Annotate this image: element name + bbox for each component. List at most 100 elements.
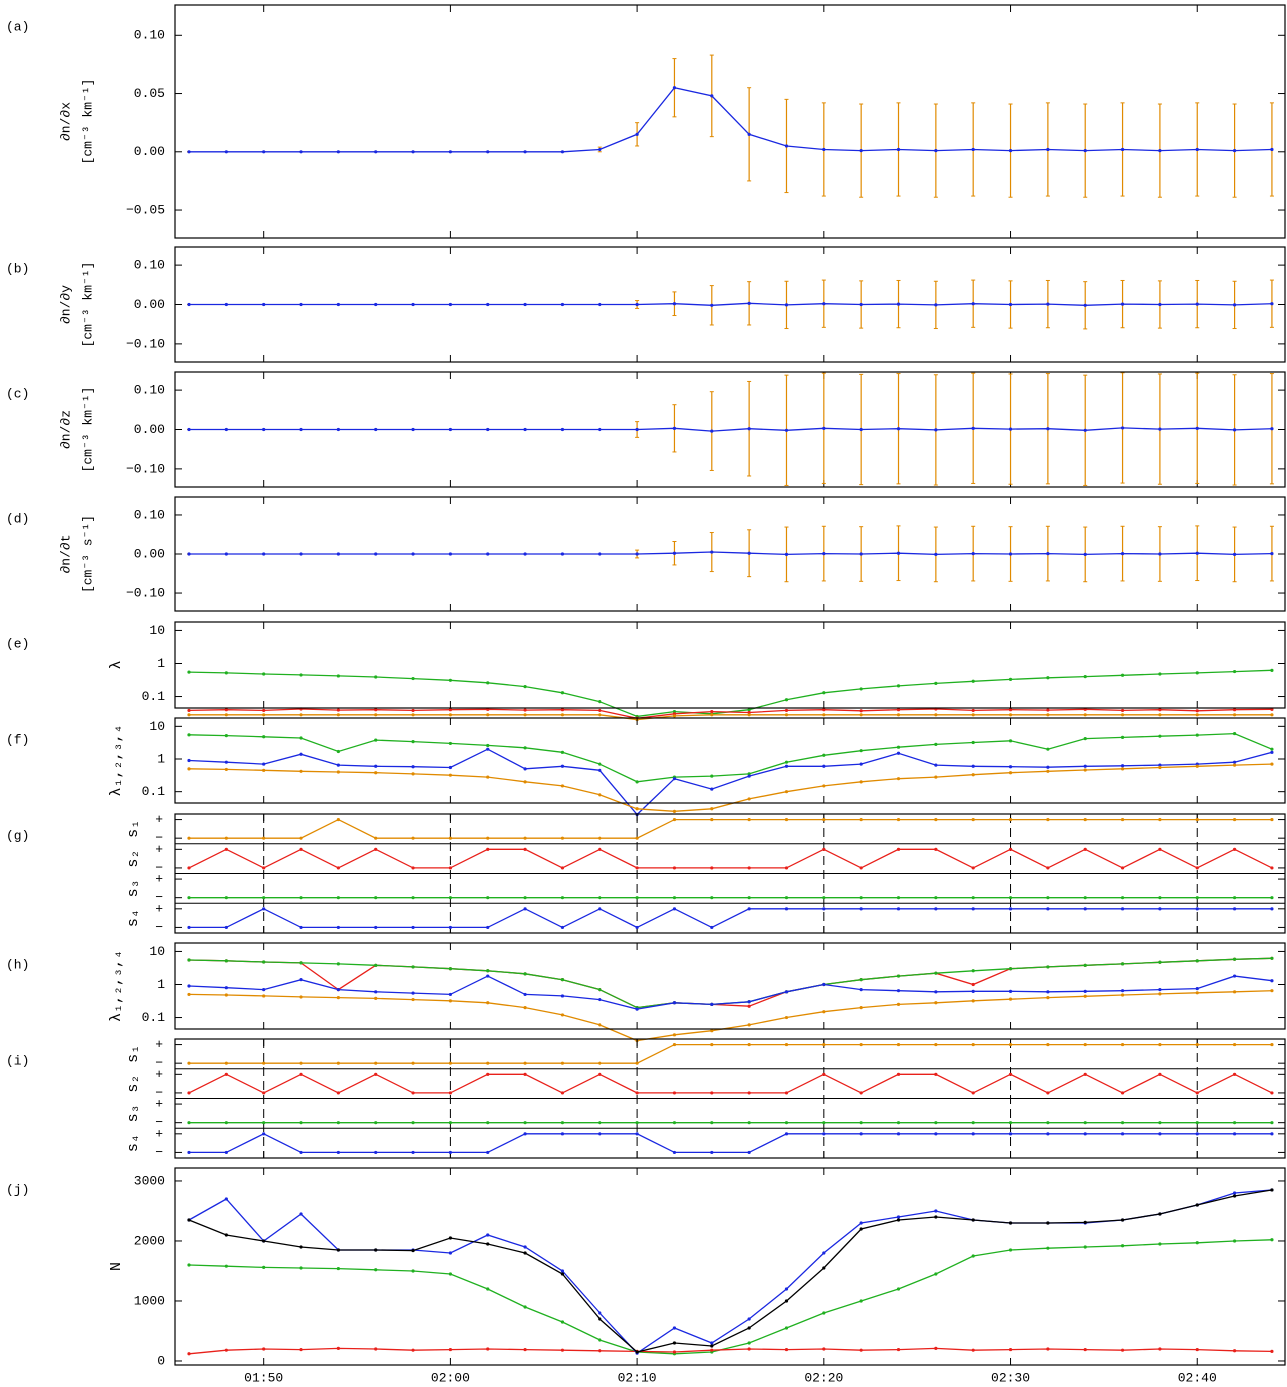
data-point <box>336 1121 340 1125</box>
data-point <box>411 772 415 776</box>
series-line <box>188 1073 1273 1094</box>
data-point <box>523 1061 527 1065</box>
data-point <box>560 764 565 768</box>
data-point <box>224 713 228 717</box>
data-point <box>299 1072 303 1076</box>
data-point <box>411 427 415 432</box>
data-point <box>747 817 751 822</box>
data-point <box>710 925 714 930</box>
data-point <box>635 1121 639 1125</box>
data-point <box>672 1042 677 1047</box>
data-point <box>336 1266 340 1271</box>
data-point <box>1195 991 1199 995</box>
data-point <box>635 1350 639 1354</box>
data-point <box>710 1341 714 1345</box>
y-axis-label: ∂n/∂z <box>58 410 73 449</box>
data-point <box>486 974 490 978</box>
data-point <box>710 817 714 822</box>
data-point <box>448 427 452 432</box>
data-point <box>1008 997 1013 1001</box>
data-point <box>336 996 340 1000</box>
data-point <box>374 771 378 775</box>
data-point <box>1083 428 1087 432</box>
data-point <box>560 302 565 307</box>
data-point <box>448 741 452 746</box>
data-point <box>822 1072 826 1076</box>
data-point <box>486 1150 490 1155</box>
data-point <box>784 1299 789 1303</box>
data-point <box>934 971 938 975</box>
panel-label: (c) <box>6 386 29 401</box>
data-point <box>374 990 378 994</box>
data-point <box>1158 763 1162 767</box>
series-line <box>188 1239 1272 1355</box>
data-point <box>1008 708 1013 712</box>
data-point <box>1195 907 1199 911</box>
data-point <box>896 1002 901 1006</box>
data-point <box>1195 1241 1199 1245</box>
data-point <box>896 1132 901 1136</box>
data-point <box>486 836 490 840</box>
data-point <box>1270 750 1274 754</box>
data-point <box>710 1121 714 1125</box>
data-point <box>1046 817 1050 822</box>
data-point <box>822 1042 826 1047</box>
data-point <box>1120 1218 1125 1222</box>
data-point <box>523 1347 527 1352</box>
data-point <box>1232 990 1237 994</box>
data-point <box>859 978 863 982</box>
data-point <box>784 1326 789 1330</box>
data-point <box>299 1266 303 1270</box>
data-point <box>486 150 490 154</box>
data-point <box>635 780 639 784</box>
data-point <box>187 552 191 556</box>
panel-label: (e) <box>6 636 29 651</box>
data-point <box>598 997 602 1002</box>
data-point <box>896 551 901 555</box>
data-point <box>224 1264 228 1268</box>
data-point <box>859 149 863 153</box>
data-point <box>523 1251 527 1255</box>
data-point <box>1083 1220 1087 1224</box>
data-point <box>411 1121 415 1125</box>
data-point <box>896 1042 901 1047</box>
data-point <box>1120 552 1125 556</box>
data-point <box>224 896 228 900</box>
data-point <box>336 749 340 754</box>
data-point <box>672 1326 677 1330</box>
y-axis-unit: [cm⁻³ km⁻¹] <box>80 387 95 473</box>
data-point <box>1232 1121 1237 1125</box>
data-point <box>1270 1188 1274 1192</box>
data-point <box>747 772 751 776</box>
series-line <box>188 748 1273 816</box>
data-point <box>710 1091 714 1095</box>
data-point <box>1195 817 1199 822</box>
data-point <box>1008 1072 1013 1076</box>
data-point <box>1046 990 1050 994</box>
data-point <box>448 1251 452 1255</box>
data-point <box>1270 1349 1274 1353</box>
data-point <box>486 681 490 685</box>
x-tick-label: 02:30 <box>991 1370 1030 1385</box>
data-point <box>598 768 602 772</box>
data-point <box>1046 1121 1050 1125</box>
data-point <box>486 775 490 779</box>
data-point <box>336 1248 340 1252</box>
data-point <box>374 738 378 742</box>
data-point <box>1008 1221 1013 1225</box>
data-point <box>859 427 863 432</box>
data-point <box>896 1215 901 1219</box>
data-point <box>971 1218 975 1222</box>
data-point <box>934 817 938 822</box>
y-tick-label: 3000 <box>134 1173 165 1188</box>
y-tick-label: 0.05 <box>134 86 165 101</box>
data-point <box>598 1132 602 1136</box>
data-point <box>822 907 826 911</box>
data-point <box>486 743 490 748</box>
data-point <box>784 713 789 717</box>
data-point <box>560 713 565 717</box>
data-point <box>1232 1132 1237 1136</box>
data-point <box>598 896 602 900</box>
data-point <box>374 925 378 930</box>
data-point <box>971 907 975 911</box>
